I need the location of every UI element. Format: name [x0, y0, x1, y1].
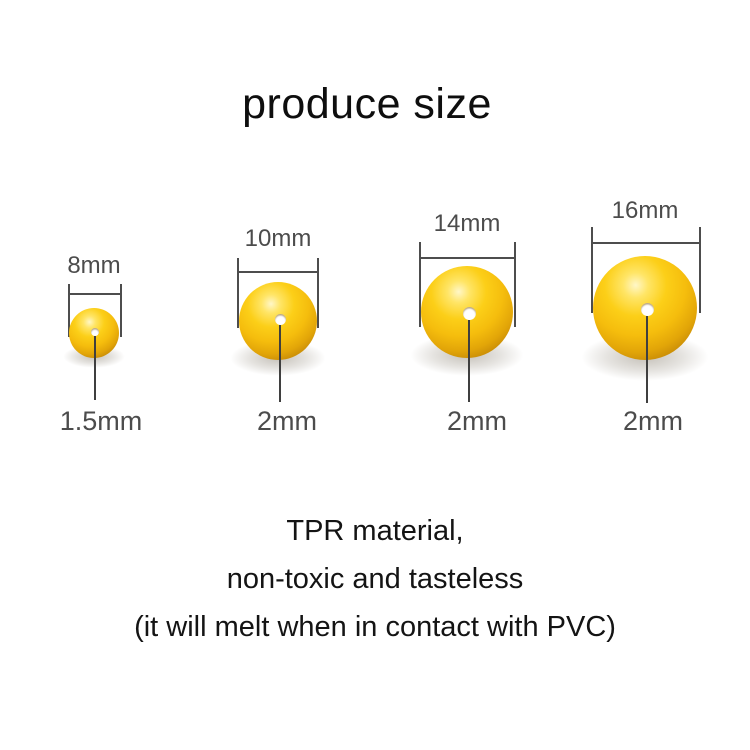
diameter-bracket-line — [591, 242, 701, 244]
hole-pointer-line — [279, 324, 281, 402]
hole-pointer-line — [94, 336, 96, 400]
diameter-bracket-line — [237, 271, 319, 273]
diameter-bracket-line — [68, 293, 122, 295]
diameter-label: 8mm — [67, 252, 121, 279]
diameter-bracket-tick-left — [68, 284, 70, 337]
description-line: TPR material, — [286, 515, 464, 547]
diameter-bracket-tick-left — [237, 258, 239, 328]
hole-pointer-line — [646, 315, 648, 403]
hole-size-label: 2mm — [447, 406, 507, 436]
description-line: (it will melt when in contact with PVC) — [134, 611, 616, 643]
bead-hole — [274, 313, 286, 325]
material-description: TPR material, non-toxic and tasteless (i… — [4, 507, 746, 651]
description-line: non-toxic and tasteless — [226, 563, 524, 595]
hole-size-label: 2mm — [257, 406, 317, 436]
diameter-label: 10mm — [244, 225, 312, 252]
diameter-label: 16mm — [611, 197, 679, 224]
diameter-bracket-tick-right — [120, 284, 122, 337]
diameter-bracket-tick-right — [317, 258, 319, 328]
hole-size-label: 1.5mm — [59, 406, 143, 436]
diameter-bracket-tick-left — [419, 242, 421, 327]
bead-hole — [462, 306, 476, 320]
diameter-bracket-tick-right — [699, 227, 701, 313]
diameter-bracket-tick-left — [591, 227, 593, 313]
diameter-label: 14mm — [433, 210, 501, 237]
bead-hole — [640, 302, 654, 316]
diameter-bracket-tick-right — [514, 242, 516, 327]
bead-hole — [91, 328, 99, 336]
hole-size-label: 2mm — [623, 406, 683, 436]
page-title: produce size — [242, 80, 492, 128]
hole-pointer-line — [468, 319, 470, 402]
diameter-bracket-line — [419, 257, 516, 259]
